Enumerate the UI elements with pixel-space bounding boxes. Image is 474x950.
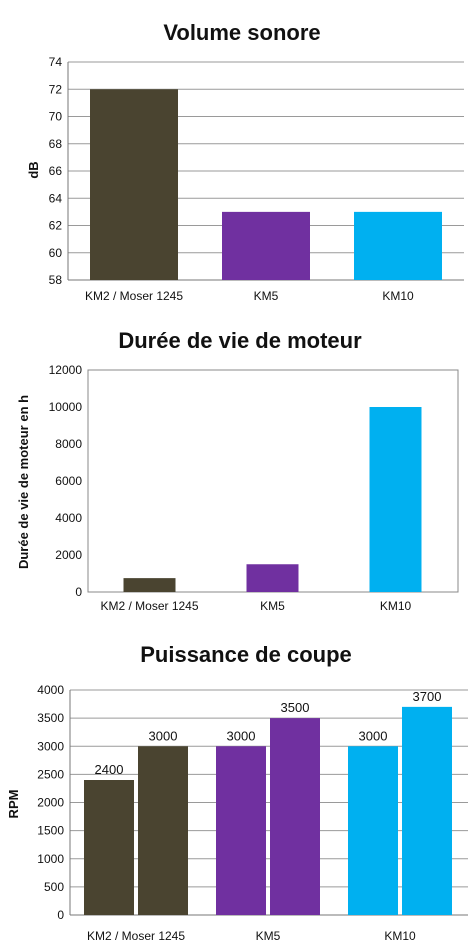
bar [369,407,422,592]
y-tick-label: 70 [49,110,63,124]
data-label: 3700 [413,689,442,704]
y-tick-label: 0 [57,908,64,922]
category-label: KM10 [384,929,416,943]
bar [123,578,176,592]
y-tick-label: 3000 [37,739,64,753]
y-tick-label: 3500 [37,711,64,725]
bar [138,746,188,915]
y-tick-label: 62 [49,219,63,233]
category-label: KM10 [382,289,414,303]
bar [402,706,452,915]
bar [84,780,134,915]
y-tick-label: 58 [49,273,63,287]
chart-volume-sonore: Volume sonore dB 58 60 62 64 66 68 70 72 74 KM2 /… [26,20,464,303]
data-label: 2400 [95,762,124,777]
chart-duree-de-vie: Durée de vie de moteur Durée de vie de m… [16,328,459,613]
category-label: KM2 / Moser 1245 [100,599,198,613]
y-tick-label: 8000 [55,437,82,451]
category-label: KM5 [256,929,281,943]
y-tick-label: 66 [49,164,63,178]
y-tick-label: 74 [49,55,63,69]
y-axis-label: RPM [6,790,21,819]
y-tick-label: 68 [49,137,63,151]
y-tick-label: 4000 [37,683,64,697]
y-axis-label: Durée de vie de moteur en h [16,395,31,569]
bar [222,211,310,280]
y-tick-label: 1500 [37,824,64,838]
data-label: 3000 [149,728,178,743]
data-label: 3000 [359,728,388,743]
y-tick-label: 2000 [55,548,82,562]
category-label: KM2 / Moser 1245 [85,289,183,303]
bar [354,211,442,280]
bar [90,89,178,280]
y-tick-label: 0 [75,585,82,599]
y-tick-label: 6000 [55,474,82,488]
data-label: 3500 [281,700,310,715]
y-tick-label: 2500 [37,767,64,781]
bar [216,746,266,915]
y-tick-label: 4000 [55,511,82,525]
bar [246,564,299,592]
y-tick-label: 2000 [37,796,64,810]
chart-title: Durée de vie de moteur [118,328,362,353]
y-tick-label: 60 [49,246,63,260]
y-tick-label: 1000 [37,852,64,866]
chart-puissance-de-coupe: Puissance de coupe RPM 0 500 1000 1500 2000 2… [6,642,468,943]
category-label: KM10 [380,599,412,613]
chart-title: Puissance de coupe [140,642,352,667]
chart-title: Volume sonore [163,20,320,45]
y-tick-label: 10000 [49,400,83,414]
category-label: KM2 / Moser 1245 [87,929,185,943]
category-label: KM5 [260,599,285,613]
category-label: KM5 [254,289,279,303]
y-tick-label: 72 [49,82,63,96]
bar [348,746,398,915]
y-tick-label: 64 [49,191,63,205]
bar [270,718,320,915]
y-tick-label: 12000 [49,363,83,377]
y-axis-label: dB [26,161,41,178]
data-label: 3000 [227,728,256,743]
y-tick-label: 500 [44,880,64,894]
